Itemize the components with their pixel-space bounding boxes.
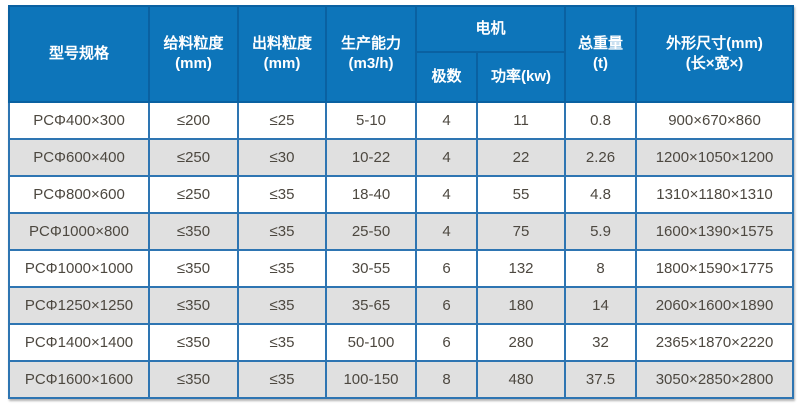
table-cell: ≤250 xyxy=(148,138,239,177)
col-header-output-size-unit: (mm) xyxy=(263,55,301,72)
col-header-motor-label: 电机 xyxy=(475,19,506,37)
table-body: PCΦ400×300 ≤200 ≤25 5-10 4 11 0.8 900×670×860 PC… xyxy=(8,101,795,399)
col-header-weight-unit: (t) xyxy=(593,55,609,72)
col-header-motor-power: 功率(kw) xyxy=(475,51,567,103)
table-cell: 1800×1590×1775 xyxy=(635,249,795,288)
table-cell: 37.5 xyxy=(564,360,638,399)
col-header-dimensions-label: 外形尺寸(mm) xyxy=(666,34,763,52)
table-cell: 14 xyxy=(564,286,638,325)
col-header-dimensions: 外形尺寸(mm) (长×宽×) xyxy=(635,5,795,103)
col-header-model-label: 型号规格 xyxy=(48,44,109,62)
table-cell: 2060×1600×1890 xyxy=(635,286,795,325)
table-cell: 18-40 xyxy=(325,175,417,214)
table-cell: 32 xyxy=(564,323,638,362)
table-cell: 900×670×860 xyxy=(635,101,795,140)
table-header: 型号规格 给料粒度 (mm) 出料粒度 (mm) 生产能力 (m3/h) 电机 xyxy=(8,5,795,103)
table-cell: PCΦ1250×1250 xyxy=(8,286,150,325)
table-cell: 35-65 xyxy=(325,286,417,325)
col-header-motor-poles: 极数 xyxy=(415,51,478,103)
table-cell: ≤350 xyxy=(148,323,239,362)
table-cell: 8 xyxy=(564,249,638,288)
col-header-weight: 总重量 (t) xyxy=(564,5,638,103)
table-cell: 4 xyxy=(415,212,478,251)
table-row: PCΦ400×300 ≤200 ≤25 5-10 4 11 0.8 900×670×860 xyxy=(8,101,795,140)
table-cell: ≤350 xyxy=(148,249,239,288)
table-cell: ≤350 xyxy=(148,360,239,399)
col-header-capacity-label: 生产能力 xyxy=(340,34,401,52)
spec-table: 型号规格 给料粒度 (mm) 出料粒度 (mm) 生产能力 (m3/h) 电机 xyxy=(8,5,795,399)
table-cell: ≤25 xyxy=(237,101,327,140)
table-cell: PCΦ1000×1000 xyxy=(8,249,150,288)
table-cell: 5-10 xyxy=(325,101,417,140)
col-header-capacity-unit: (m3/h) xyxy=(348,55,394,72)
col-header-weight-label: 总重量 xyxy=(578,34,624,52)
table-row: PCΦ1400×1400 ≤350 ≤35 50-100 6 280 32 2365×1870… xyxy=(8,323,795,362)
table-cell: 480 xyxy=(475,360,567,399)
table-row: PCΦ1000×800 ≤350 ≤35 25-50 4 75 5.9 1600×1390×1… xyxy=(8,212,795,251)
table-cell: ≤35 xyxy=(237,175,327,214)
table-cell: 6 xyxy=(415,249,478,288)
table-cell: 25-50 xyxy=(325,212,417,251)
table-cell: PCΦ600×400 xyxy=(8,138,150,177)
table-cell: PCΦ1000×800 xyxy=(8,212,150,251)
table-cell: ≤35 xyxy=(237,286,327,325)
col-header-capacity: 生产能力 (m3/h) xyxy=(325,5,417,103)
table-cell: 8 xyxy=(415,360,478,399)
table-cell: PCΦ400×300 xyxy=(8,101,150,140)
table-cell: 4 xyxy=(415,138,478,177)
table-cell: ≤250 xyxy=(148,175,239,214)
table-cell: 4 xyxy=(415,101,478,140)
table-cell: 6 xyxy=(415,323,478,362)
table-cell: 1310×1180×1310 xyxy=(635,175,795,214)
col-header-feed-size-label: 给料粒度 xyxy=(163,34,224,52)
table-cell: 22 xyxy=(475,138,567,177)
table-cell: 3050×2850×2800 xyxy=(635,360,795,399)
table-row: PCΦ600×400 ≤250 ≤30 10-22 4 22 2.26 1200×1050×1… xyxy=(8,138,795,177)
table-cell: ≤350 xyxy=(148,286,239,325)
col-header-feed-size-unit: (mm) xyxy=(175,55,212,72)
table-cell: ≤350 xyxy=(148,212,239,251)
table-cell: 5.9 xyxy=(564,212,638,251)
table-row: PCΦ800×600 ≤250 ≤35 18-40 4 55 4.8 1310×1180×13… xyxy=(8,175,795,214)
table-row: PCΦ1600×1600 ≤350 ≤35 100-150 8 480 37.5 3050×2… xyxy=(8,360,795,399)
col-header-output-size-label: 出料粒度 xyxy=(251,34,312,52)
table-row: PCΦ1000×1000 ≤350 ≤35 30-55 6 132 8 1800×1590×1… xyxy=(8,249,795,288)
table-cell: 55 xyxy=(475,175,567,214)
table-cell: 11 xyxy=(475,101,567,140)
col-header-output-size: 出料粒度 (mm) xyxy=(237,5,327,103)
table-cell: 75 xyxy=(475,212,567,251)
table-cell: 1600×1390×1575 xyxy=(635,212,795,251)
table-cell: 0.8 xyxy=(564,101,638,140)
table-cell: 30-55 xyxy=(325,249,417,288)
table-cell: 180 xyxy=(475,286,567,325)
table-cell: PCΦ800×600 xyxy=(8,175,150,214)
table-cell: 6 xyxy=(415,286,478,325)
table-cell: 50-100 xyxy=(325,323,417,362)
col-header-motor: 电机 xyxy=(414,5,567,53)
table-cell: PCΦ1400×1400 xyxy=(8,323,150,362)
table-row: PCΦ1250×1250 ≤350 ≤35 35-65 6 180 14 2060×1600×… xyxy=(8,286,795,325)
table-cell: ≤35 xyxy=(237,249,327,288)
table-cell: 4 xyxy=(415,175,478,214)
col-header-dimensions-unit: (长×宽×) xyxy=(685,55,744,72)
table-cell: ≤200 xyxy=(148,101,239,140)
table-cell: 280 xyxy=(475,323,567,362)
table-cell: 2.26 xyxy=(564,138,638,177)
table-cell: ≤35 xyxy=(237,212,327,251)
table-cell: 100-150 xyxy=(325,360,417,399)
table-cell: 10-22 xyxy=(325,138,417,177)
table-cell: 2365×1870×2220 xyxy=(635,323,795,362)
table-cell: ≤30 xyxy=(237,138,327,177)
table-cell: 132 xyxy=(475,249,567,288)
table-cell: ≤35 xyxy=(237,323,327,362)
table-cell: 1200×1050×1200 xyxy=(635,138,795,177)
table-cell: 4.8 xyxy=(564,175,638,214)
col-header-feed-size: 给料粒度 (mm) xyxy=(148,5,239,103)
table-cell: ≤35 xyxy=(237,360,327,399)
col-header-model: 型号规格 xyxy=(8,5,150,103)
table-cell: PCΦ1600×1600 xyxy=(8,360,150,399)
